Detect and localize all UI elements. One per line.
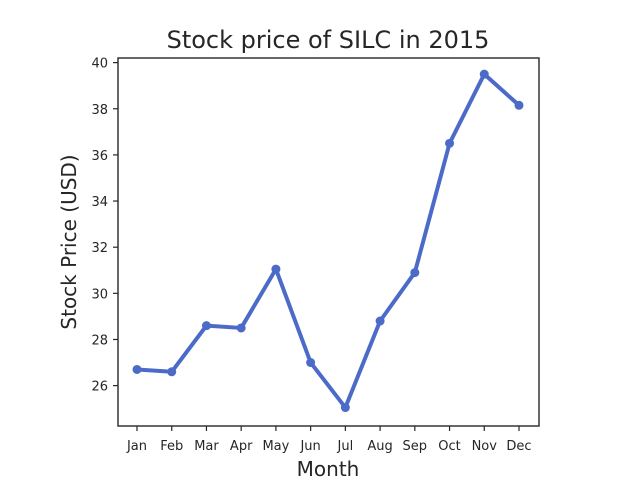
series-line — [135, 72, 521, 410]
x-tick-label: Jul — [337, 439, 354, 454]
data-point — [167, 367, 177, 377]
x-tick-label: May — [262, 439, 289, 454]
x-tick-label: Jan — [126, 439, 147, 454]
x-tick-label: Dec — [506, 439, 531, 454]
data-point — [201, 321, 211, 331]
y-tick-label: 38 — [91, 103, 108, 118]
data-point — [306, 358, 316, 368]
y-tick-label: 28 — [91, 333, 108, 348]
data-point — [445, 138, 455, 148]
data-point — [132, 364, 142, 374]
data-point — [340, 403, 350, 413]
x-axis-label: Month — [297, 457, 360, 480]
y-axis-label: Stock Price (USD) — [57, 154, 81, 329]
x-tick-label: Nov — [472, 439, 498, 454]
x-tick-label: Oct — [438, 439, 460, 454]
y-tick-label: 40 — [91, 57, 108, 72]
y-tick-label: 34 — [91, 195, 108, 210]
x-tick-label: Sep — [403, 439, 428, 454]
y-tick-label: 30 — [91, 287, 108, 302]
data-point — [375, 316, 385, 326]
data-point — [479, 69, 489, 79]
y-tick-label: 26 — [91, 380, 108, 395]
x-axis: Jan Feb Mar Apr May Jun Jul Aug Sep Oct Nov Dec — [126, 426, 532, 454]
data-point — [514, 100, 524, 110]
x-tick-label: Feb — [160, 439, 183, 454]
y-axis: 26 28 30 32 34 36 38 40 — [91, 57, 118, 395]
data-point — [236, 323, 246, 333]
x-tick-label: Jun — [299, 439, 320, 454]
plot-frame — [117, 57, 540, 427]
data-point — [410, 268, 420, 278]
x-tick-label: Aug — [367, 439, 392, 454]
y-tick-label: 32 — [91, 241, 108, 256]
x-tick-label: Apr — [230, 439, 253, 454]
x-tick-label: Mar — [194, 439, 219, 454]
chart-title: Stock price of SILC in 2015 — [167, 26, 490, 54]
data-point — [271, 264, 281, 274]
y-tick-label: 36 — [91, 149, 108, 164]
series-points — [132, 69, 524, 413]
